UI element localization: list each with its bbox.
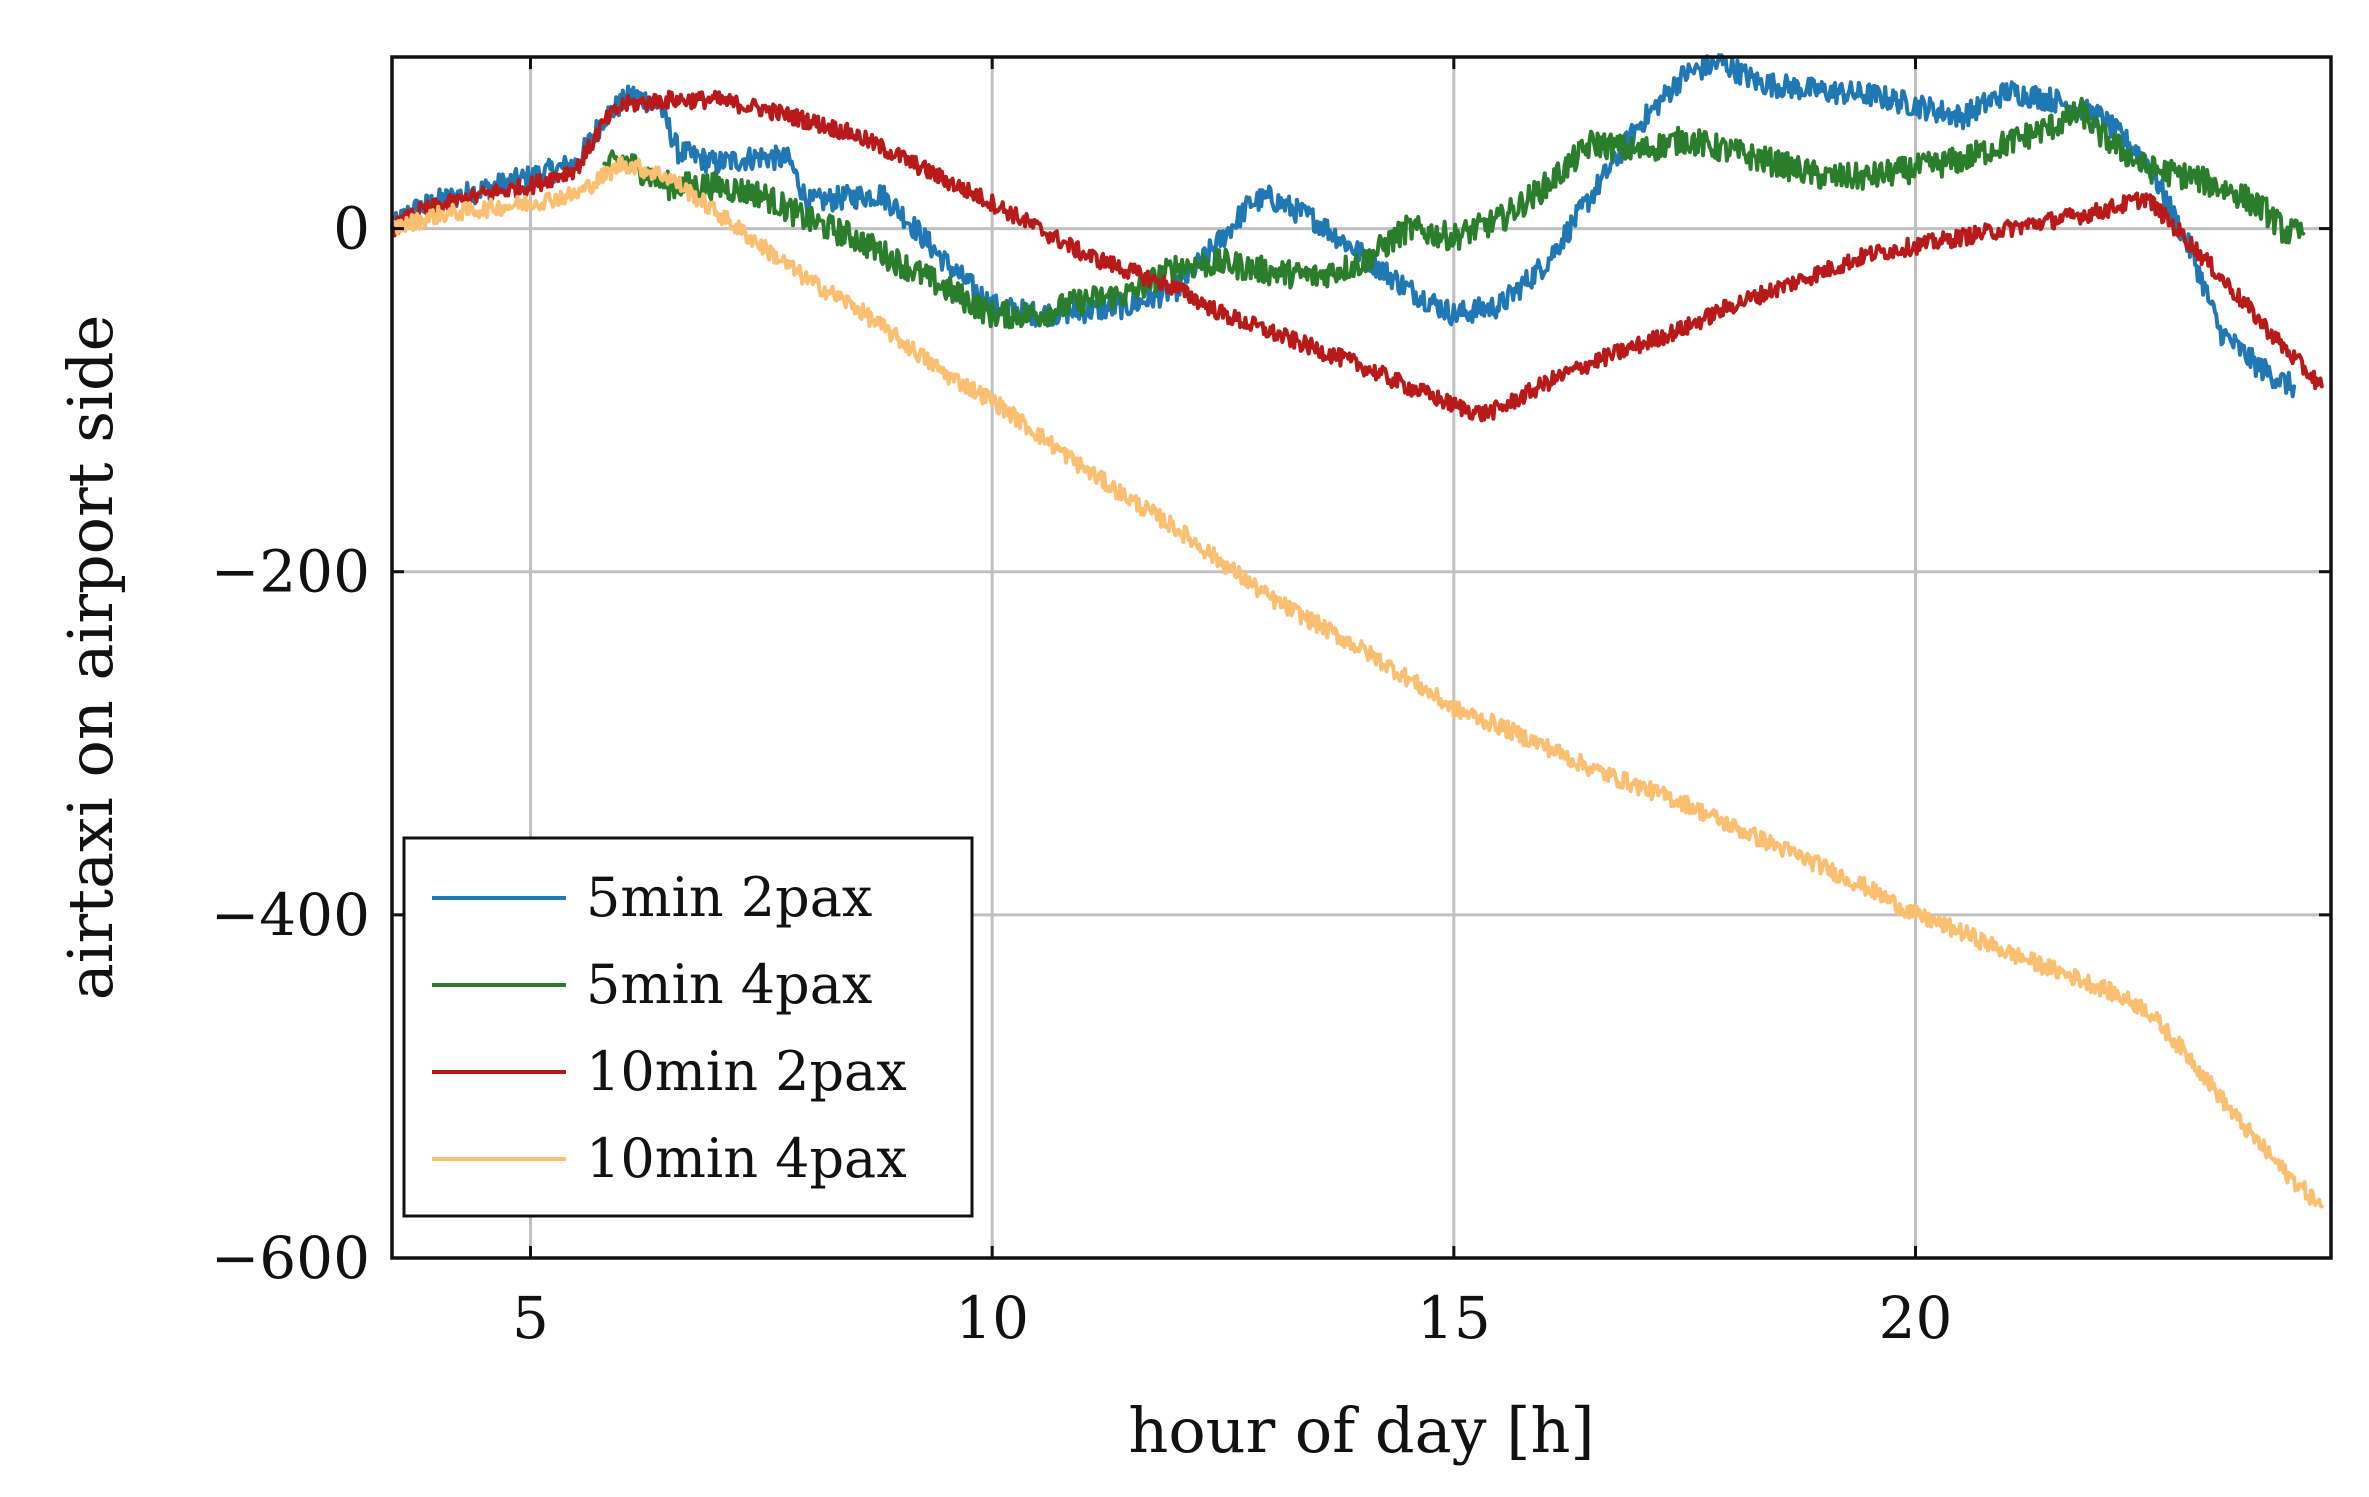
series-layer bbox=[390, 53, 2324, 1209]
series-line-5min-4pax bbox=[602, 96, 2306, 330]
x-tick-label: 20 bbox=[1879, 1284, 1953, 1352]
legend-label-10min-4pax: 10min 4pax bbox=[586, 1127, 907, 1190]
legend-label-10min-2pax: 10min 2pax bbox=[586, 1040, 907, 1103]
series-line-10min-4pax bbox=[390, 155, 2324, 1209]
y-tick-label: −400 bbox=[211, 881, 370, 949]
legend: 5min 2pax 5min 4pax 10min 2pax 10min 4pa… bbox=[402, 836, 974, 1218]
legend-label-5min-4pax: 5min 4pax bbox=[586, 953, 872, 1016]
tick-layer: 5 10 15 20 0 −200 −400 −600 bbox=[211, 57, 2331, 1352]
legend-entry: 10min 2pax bbox=[432, 1040, 907, 1103]
series-line-5min-2pax bbox=[390, 53, 2297, 399]
x-tick-label: 15 bbox=[1417, 1284, 1491, 1352]
series-line-10min-2pax bbox=[390, 89, 2324, 423]
x-tick-label: 10 bbox=[955, 1284, 1029, 1352]
plot-frame bbox=[390, 55, 2333, 1260]
legend-box bbox=[402, 836, 974, 1218]
legend-entry: 10min 4pax bbox=[432, 1127, 907, 1190]
y-tick-label: −200 bbox=[211, 538, 370, 606]
x-tick-label: 5 bbox=[512, 1284, 549, 1352]
y-tick-label: −600 bbox=[211, 1224, 370, 1292]
y-tick-label: 0 bbox=[333, 195, 370, 263]
y-axis-label: airtaxi on airport side bbox=[54, 315, 127, 1001]
legend-label-5min-2pax: 5min 2pax bbox=[586, 866, 872, 929]
x-axis-label: hour of day [h] bbox=[1128, 1394, 1594, 1467]
legend-entry: 5min 2pax bbox=[432, 866, 872, 929]
legend-entry: 5min 4pax bbox=[432, 953, 872, 1016]
